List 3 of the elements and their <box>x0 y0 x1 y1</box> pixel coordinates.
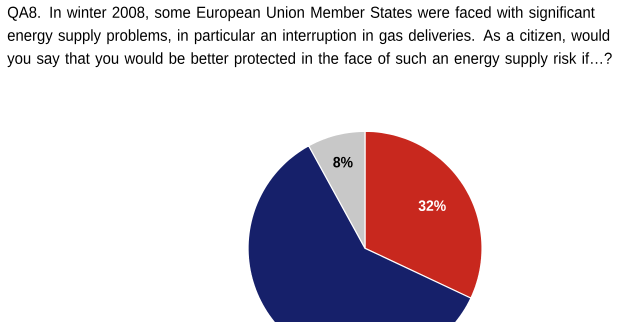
data-label: 32% <box>418 200 446 211</box>
data-label: 8% <box>333 156 353 168</box>
chart-title: QA8. In winter 2008, some European Union Member States were faced with significant energy supply problems, in particular an interruption in gas deliveries. As a citizen, would you say that you would be better protected in the face of such an energy supply risk if…? <box>7 6 612 68</box>
